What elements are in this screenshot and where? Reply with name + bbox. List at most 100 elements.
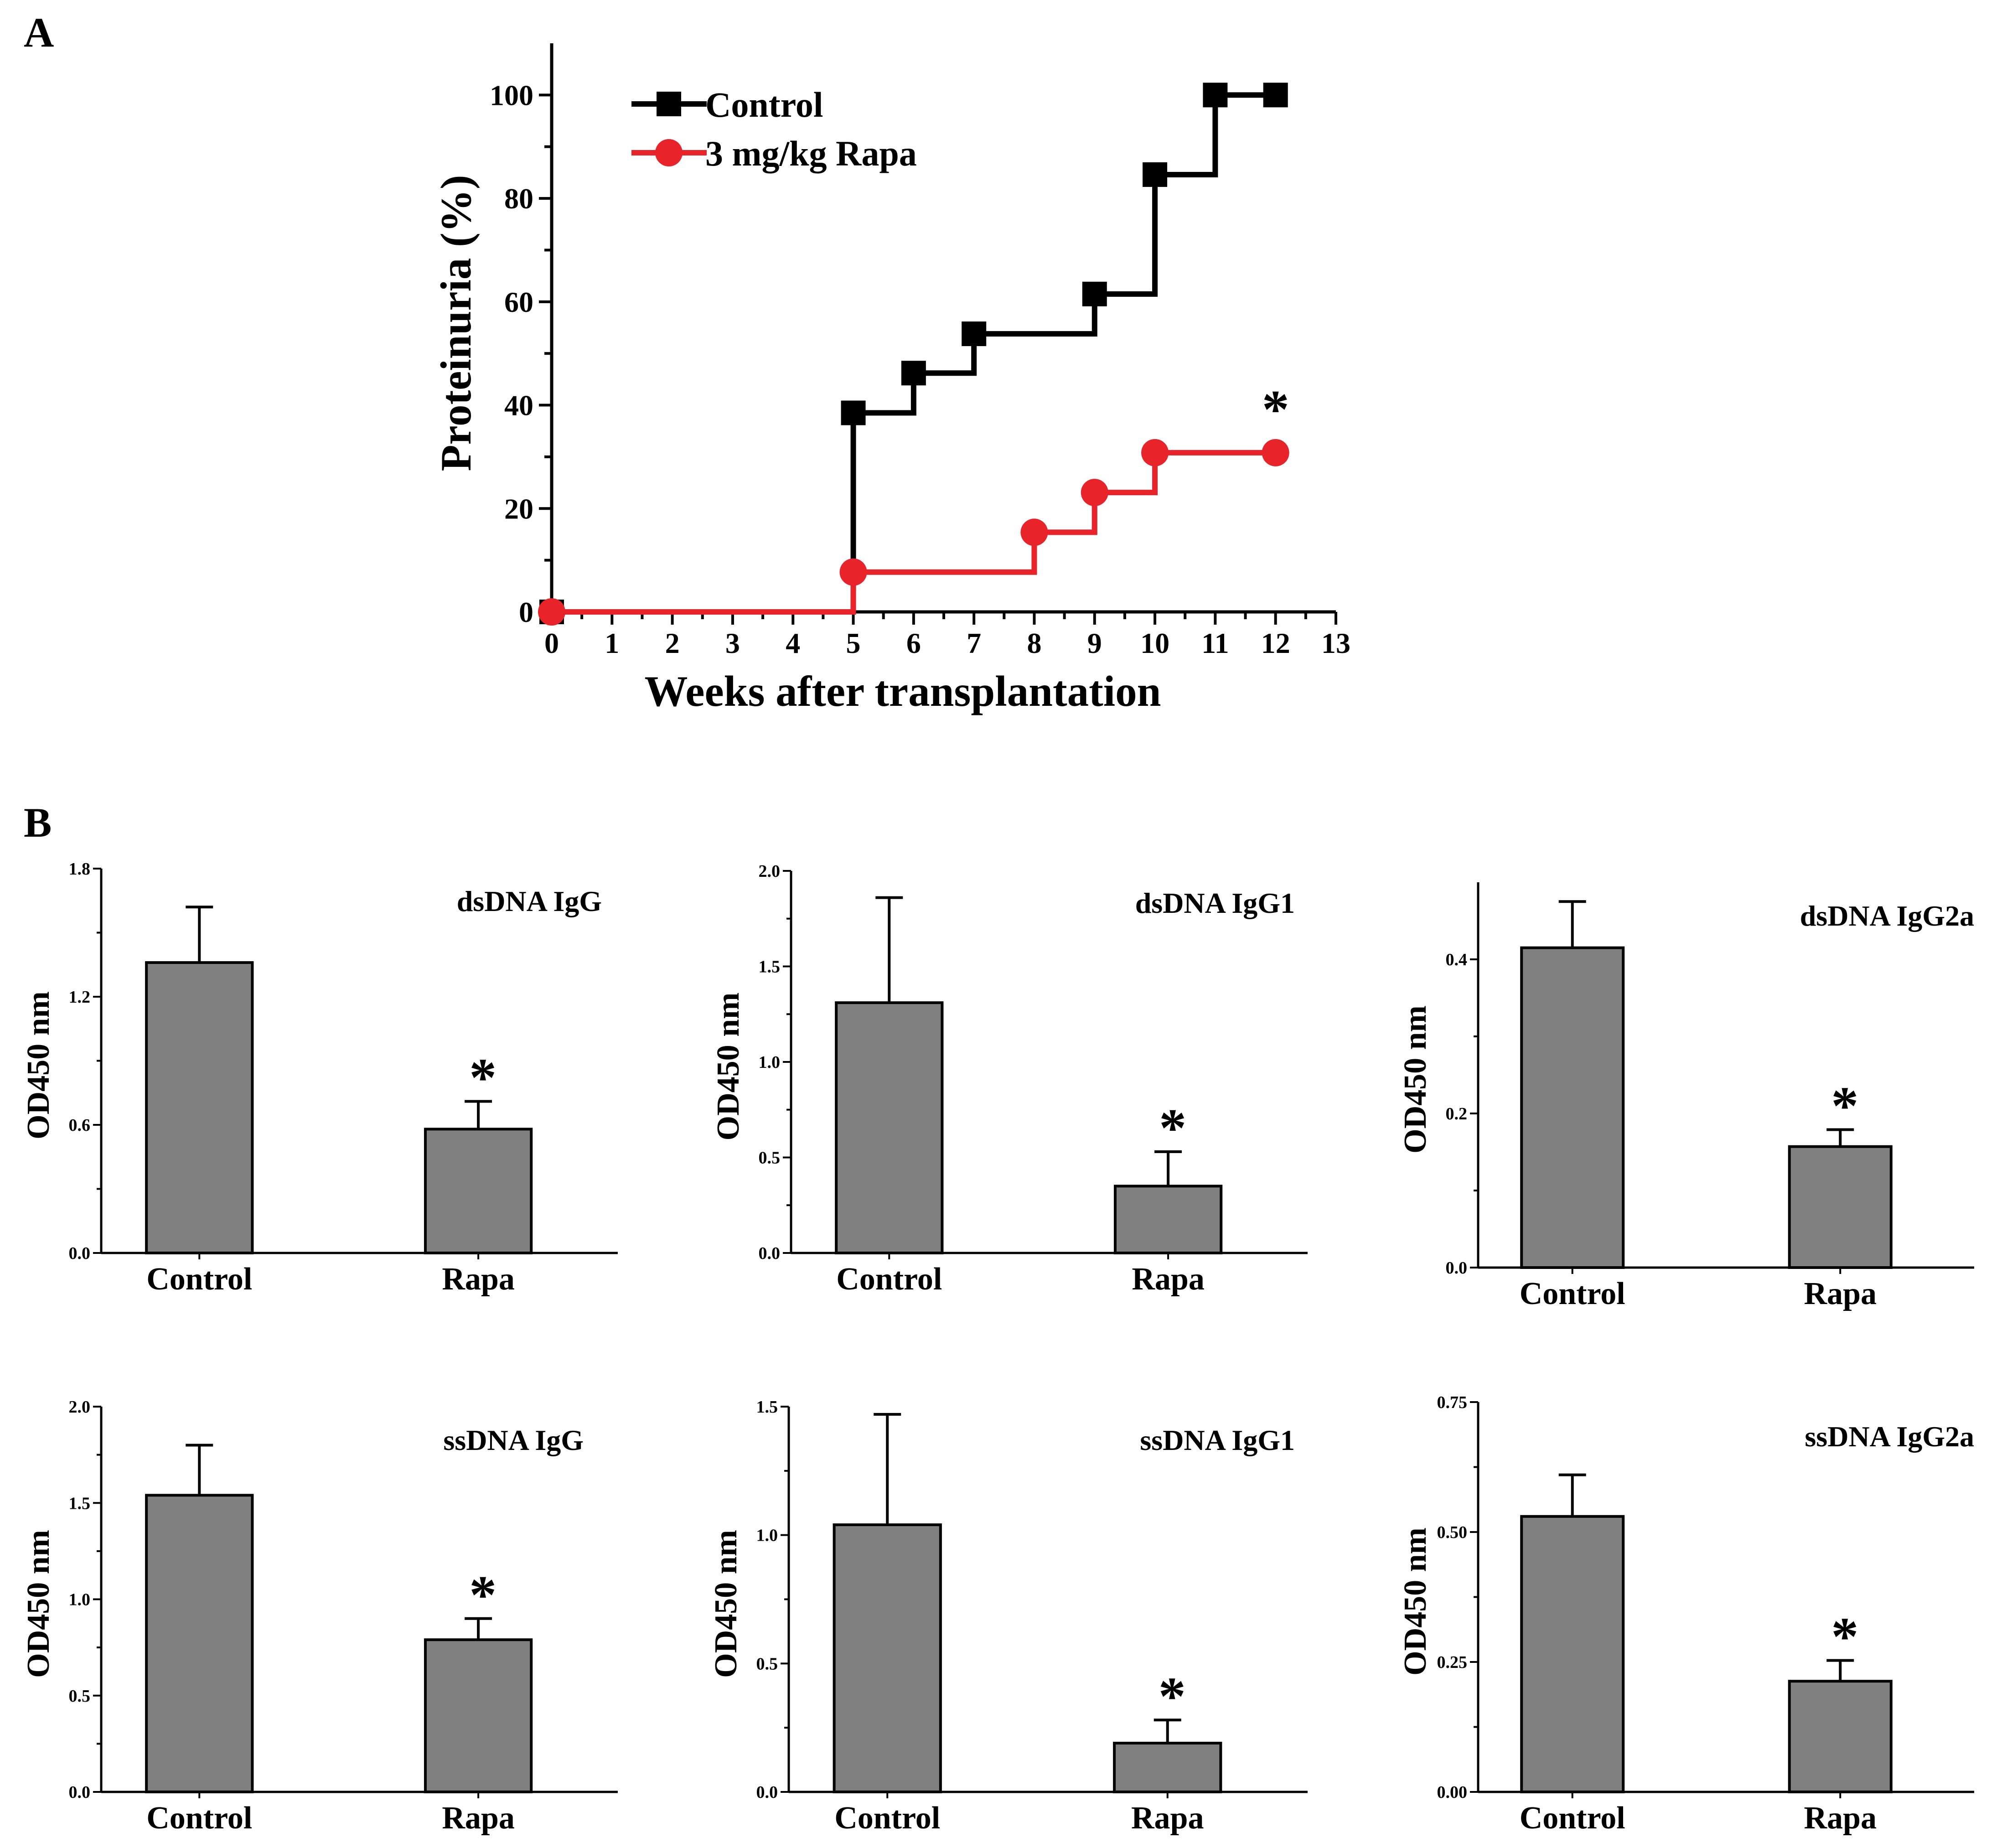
x-tick-label: 10 — [1140, 627, 1169, 659]
y-tick-label: 0.5 — [69, 1687, 91, 1706]
data-point — [1143, 162, 1168, 187]
y-tick-label: 0.2 — [1446, 1104, 1468, 1123]
x-tick-label: 6 — [906, 627, 921, 659]
y-tick-label: 2.0 — [759, 862, 781, 881]
data-point — [1203, 83, 1228, 108]
significance-marker: * — [469, 1564, 497, 1625]
y-axis-title: Proteinuria (%) — [432, 175, 480, 471]
y-axis-title: OD450 nm — [1398, 1005, 1433, 1154]
x-tick-label: 0 — [544, 627, 559, 659]
legend-marker — [655, 139, 683, 166]
x-category-label: Rapa — [1804, 1801, 1876, 1836]
y-tick-label: 0.0 — [756, 1783, 778, 1802]
chart-title: ssDNA IgG1 — [1140, 1424, 1295, 1456]
data-point — [1081, 479, 1108, 507]
chart-title: ssDNA IgG2a — [1805, 1420, 1974, 1453]
bar-control — [835, 1001, 944, 1255]
y-tick-label: 20 — [504, 492, 533, 525]
bar-control — [145, 961, 254, 1254]
bar-chart-ssdna-igg2a: 0.00 0.25 0.50 0.75 Control Rapa * ssDNA IgG2a O… — [1398, 1393, 1974, 1836]
y-tick-label: 80 — [504, 182, 533, 215]
y-tick-label: 100 — [490, 79, 533, 111]
bar-rapa — [1113, 1741, 1222, 1793]
y-tick-label: 1.8 — [69, 859, 91, 879]
y-tick-label: 0.6 — [69, 1116, 91, 1135]
x-category-label: Rapa — [1804, 1276, 1876, 1311]
data-point — [962, 321, 987, 347]
bar-chart-dsdna-igg: 0.0 0.6 1.2 1.8 Control Rapa * dsDNA IgG OD450 n… — [21, 859, 618, 1297]
bar-chart-ssdna-igg1: 0.0 0.5 1.0 1.5 Control Rapa * ssDNA IgG1 OD450 … — [709, 1398, 1308, 1836]
y-tick-label: 0.25 — [1437, 1653, 1468, 1672]
bar-rapa — [424, 1638, 533, 1794]
x-category-label: Control — [146, 1801, 252, 1836]
x-tick-label: 12 — [1261, 627, 1290, 659]
x-category-label: Control — [146, 1262, 252, 1297]
y-tick-label: 0.4 — [1446, 950, 1468, 969]
y-tick-label: 1.0 — [69, 1590, 91, 1610]
y-axis-title: OD450 nm — [21, 991, 56, 1139]
significance-marker: * — [1159, 1097, 1186, 1158]
x-category-label: Rapa — [1131, 1801, 1204, 1836]
bar-rapa — [424, 1128, 533, 1255]
y-tick-label: 0.50 — [1437, 1523, 1468, 1542]
significance-marker: * — [469, 1047, 497, 1108]
data-point — [1020, 518, 1048, 546]
y-tick-label: 1.5 — [69, 1494, 91, 1513]
x-tick-label: 11 — [1201, 627, 1229, 659]
y-tick-label: 0.0 — [759, 1244, 781, 1263]
series-line-rapa — [552, 450, 1276, 615]
y-tick-label: 0.0 — [69, 1244, 91, 1263]
x-tick-label: 9 — [1087, 627, 1102, 659]
bar-rapa — [1788, 1145, 1893, 1269]
y-axis-title: OD450 nm — [709, 1530, 744, 1678]
y-tick-label: 1.0 — [759, 1053, 781, 1072]
x-category-label: Control — [834, 1801, 940, 1836]
bar-rapa — [1113, 1185, 1223, 1255]
significance-marker: * — [1159, 1666, 1186, 1726]
y-tick-label: 1.5 — [756, 1398, 778, 1417]
y-tick-label: 40 — [504, 389, 533, 422]
bar-chart-dsdna-igg2a: 0.0 0.2 0.4 Control Rapa * dsDNA IgG2a OD450 nm — [1398, 882, 1974, 1311]
y-tick-label: 0.75 — [1437, 1393, 1468, 1412]
antibody-bar-charts: 0.0 0.6 1.2 1.8 Control Rapa * dsDNA IgG OD450 n… — [21, 859, 1974, 1836]
bar-rapa — [1788, 1680, 1893, 1793]
legend-label: Control — [705, 85, 823, 124]
y-tick-label: 0 — [519, 596, 533, 628]
data-point — [1262, 439, 1289, 466]
y-tick-label: 0.0 — [1446, 1258, 1468, 1278]
x-axis-title: Weeks after transplantation — [645, 667, 1161, 715]
legend-label: 3 mg/kg Rapa — [705, 134, 917, 173]
y-tick-label: 1.5 — [759, 958, 781, 977]
y-tick-label: 1.2 — [69, 988, 91, 1007]
bar-control — [1520, 1515, 1625, 1794]
data-point — [1082, 281, 1107, 306]
y-axis-title: OD450 nm — [21, 1530, 56, 1678]
x-tick-label: 13 — [1321, 627, 1350, 659]
significance-marker: * — [1831, 1606, 1858, 1667]
y-tick-label: 0.0 — [69, 1783, 91, 1802]
x-tick-label: 8 — [1027, 627, 1041, 659]
legend-marker — [657, 92, 681, 116]
bar-control — [833, 1523, 942, 1793]
bar-chart-ssdna-igg: 0.0 0.5 1.0 1.5 2.0 Control Rapa * ssDNA IgG OD45… — [21, 1398, 618, 1836]
significance-marker: * — [1831, 1075, 1858, 1136]
x-tick-label: 2 — [665, 627, 680, 659]
x-tick-label: 7 — [967, 627, 981, 659]
x-category-label: Rapa — [442, 1262, 514, 1297]
y-axis-title: OD450 nm — [711, 993, 746, 1141]
y-axis-title: OD450 nm — [1398, 1527, 1433, 1676]
chart-title: dsDNA IgG — [457, 885, 602, 917]
panel-label-a: A — [24, 9, 54, 56]
x-tick-label: 3 — [725, 627, 740, 659]
x-category-label: Control — [1520, 1801, 1625, 1836]
bar-control — [1520, 946, 1625, 1269]
data-point — [1263, 83, 1288, 108]
x-category-label: Control — [1520, 1276, 1625, 1311]
x-tick-label: 5 — [846, 627, 861, 659]
chart-title: ssDNA IgG — [443, 1424, 584, 1456]
y-tick-label: 0.5 — [759, 1149, 781, 1168]
x-category-label: Rapa — [442, 1801, 514, 1836]
bar-control — [145, 1494, 254, 1794]
